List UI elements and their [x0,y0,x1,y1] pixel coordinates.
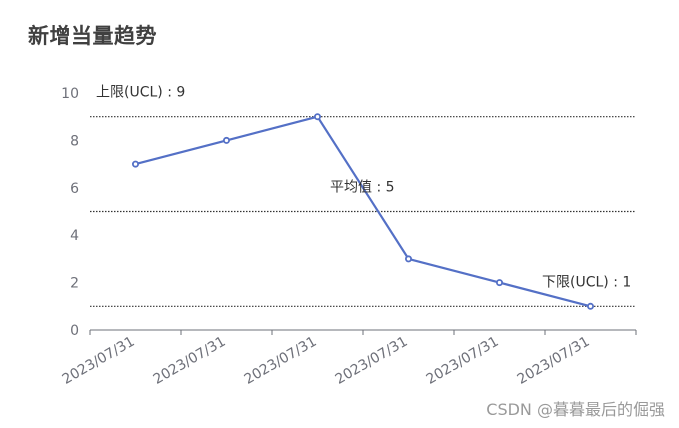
reference-label: 上限(UCL) : 9 [96,85,185,101]
reference-labels: 上限(UCL) : 9 平均值 : 5 下限(UCL) : 1 [96,85,631,291]
x-tick-label: 2023/07/31 [515,334,593,388]
y-tick-label: 10 [61,86,79,102]
y-tick-label: 0 [70,323,79,339]
x-tick-label: 2023/07/31 [333,334,411,388]
reference-lines [90,116,636,307]
reference-label: 平均值 : 5 [330,180,395,196]
series-line [135,115,591,308]
data-point [404,255,412,263]
data-point [131,160,139,168]
x-tick-label: 2023/07/31 [60,334,138,388]
data-point [495,279,503,287]
x-axis: 2023/07/31 2023/07/31 2023/07/31 2023/07/31… [60,329,637,388]
y-tick-label: 6 [70,181,79,197]
chart-title: 新增当量趋势 [28,24,157,48]
data-point [587,302,595,310]
x-tick-label: 2023/07/31 [151,334,229,388]
watermark: CSDN @暮暮最后的倔强 [486,400,665,419]
data-point [313,113,321,121]
y-tick-label: 4 [70,228,79,244]
series-group [131,113,595,310]
y-axis: 0 2 4 6 8 10 [61,86,79,339]
y-tick-label: 8 [70,133,79,149]
reference-label: 下限(UCL) : 1 [542,274,631,290]
x-tick-label: 2023/07/31 [424,334,502,388]
data-point [222,136,230,144]
x-tick-label: 2023/07/31 [242,334,320,388]
y-tick-label: 2 [70,276,79,292]
